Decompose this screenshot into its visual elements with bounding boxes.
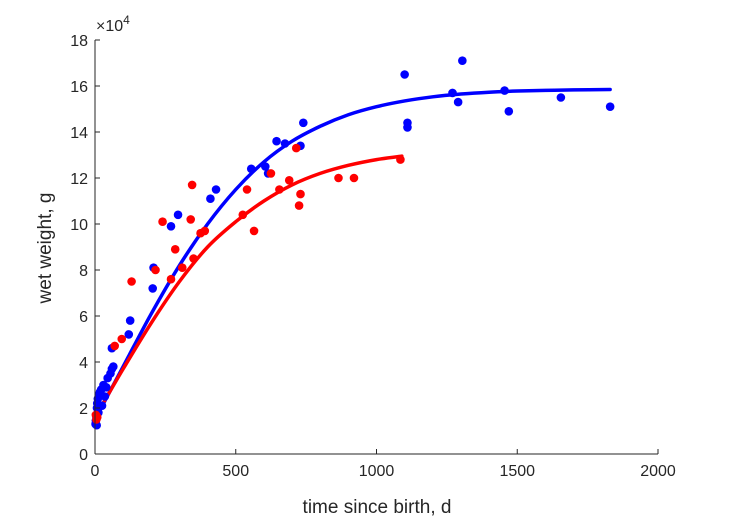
red-data-point	[189, 254, 198, 263]
red-data-point	[294, 201, 304, 210]
y-tick-label: 10	[70, 217, 88, 234]
red-data-point	[266, 169, 276, 178]
x-tick-label: 1000	[359, 463, 395, 480]
blue-data-point	[261, 162, 270, 171]
blue-data-point	[299, 118, 308, 128]
blue-data-point	[504, 107, 514, 116]
blue-data-point	[458, 56, 467, 65]
blue-data-point	[280, 139, 290, 148]
red-data-point	[296, 189, 305, 199]
blue-data-point	[453, 97, 463, 107]
red-data-point	[127, 277, 136, 286]
blue-fit-line	[93, 87, 612, 422]
red-data-point	[151, 265, 160, 275]
blue-data-point	[246, 164, 256, 174]
red-data-point	[166, 274, 176, 284]
red-data-point	[170, 245, 180, 254]
x-axis-label: time since birth, d	[303, 497, 452, 518]
blue-data-point	[125, 316, 135, 325]
fit-lines	[93, 87, 612, 422]
blue-data-point	[173, 210, 183, 220]
red-data-point	[284, 176, 294, 185]
red-data-point	[349, 173, 359, 183]
red-data-point	[334, 173, 343, 183]
blue-data-point	[403, 118, 412, 128]
blue-data-point	[101, 383, 111, 392]
blue-data-point	[124, 330, 134, 339]
blue-data-point	[605, 102, 615, 111]
red-data-point	[242, 185, 252, 194]
red-data-point	[249, 226, 259, 236]
data-points	[91, 56, 615, 430]
x-tick-label: 1500	[499, 463, 535, 480]
red-data-point	[291, 143, 301, 153]
x-tick-label: 500	[222, 463, 249, 480]
y-exponent-power: 4	[123, 13, 130, 27]
red-data-point	[158, 217, 167, 226]
y-tick-label: 14	[70, 125, 88, 142]
blue-data-point	[206, 194, 215, 203]
y-axis-exponent: ×104	[96, 13, 130, 35]
y-tick-label: 16	[70, 79, 88, 96]
red-data-point	[186, 215, 196, 224]
blue-data-point	[556, 93, 566, 102]
y-tick-label: 8	[79, 263, 88, 280]
red-data-point	[177, 263, 187, 273]
axes: 0 500 1000 1500 2000 0 2 4 6 8 10 12 14 16 18	[70, 33, 676, 480]
red-data-point	[396, 155, 405, 164]
red-data-point	[238, 210, 248, 220]
y-exponent-base: ×10	[96, 18, 123, 35]
red-fit-line	[93, 154, 404, 419]
x-tick-label: 0	[91, 463, 100, 480]
red-data-point	[92, 412, 102, 422]
red-data-point	[187, 180, 197, 190]
blue-data-point	[97, 401, 107, 411]
y-tick-label: 0	[79, 447, 88, 464]
y-tick-label: 18	[70, 33, 88, 50]
blue-data-point	[108, 362, 118, 371]
red-data-point	[200, 226, 210, 236]
blue-data-point	[400, 70, 409, 79]
y-tick-label: 2	[79, 401, 88, 418]
blue-data-point	[100, 392, 110, 401]
blue-data-point	[448, 88, 457, 98]
blue-data-point	[211, 185, 221, 194]
y-tick-label: 6	[79, 309, 88, 326]
x-tick-label: 2000	[640, 463, 676, 480]
blue-data-point	[148, 284, 158, 293]
y-tick-label: 12	[70, 171, 88, 188]
red-data-point	[110, 341, 120, 351]
blue-data-point	[166, 222, 176, 231]
red-data-point	[117, 334, 127, 344]
blue-data-point	[500, 86, 509, 95]
red-data-point	[275, 185, 284, 194]
y-tick-label: 4	[79, 355, 88, 372]
blue-data-point	[272, 136, 281, 146]
y-axis-label: wet weight, g	[35, 193, 56, 305]
